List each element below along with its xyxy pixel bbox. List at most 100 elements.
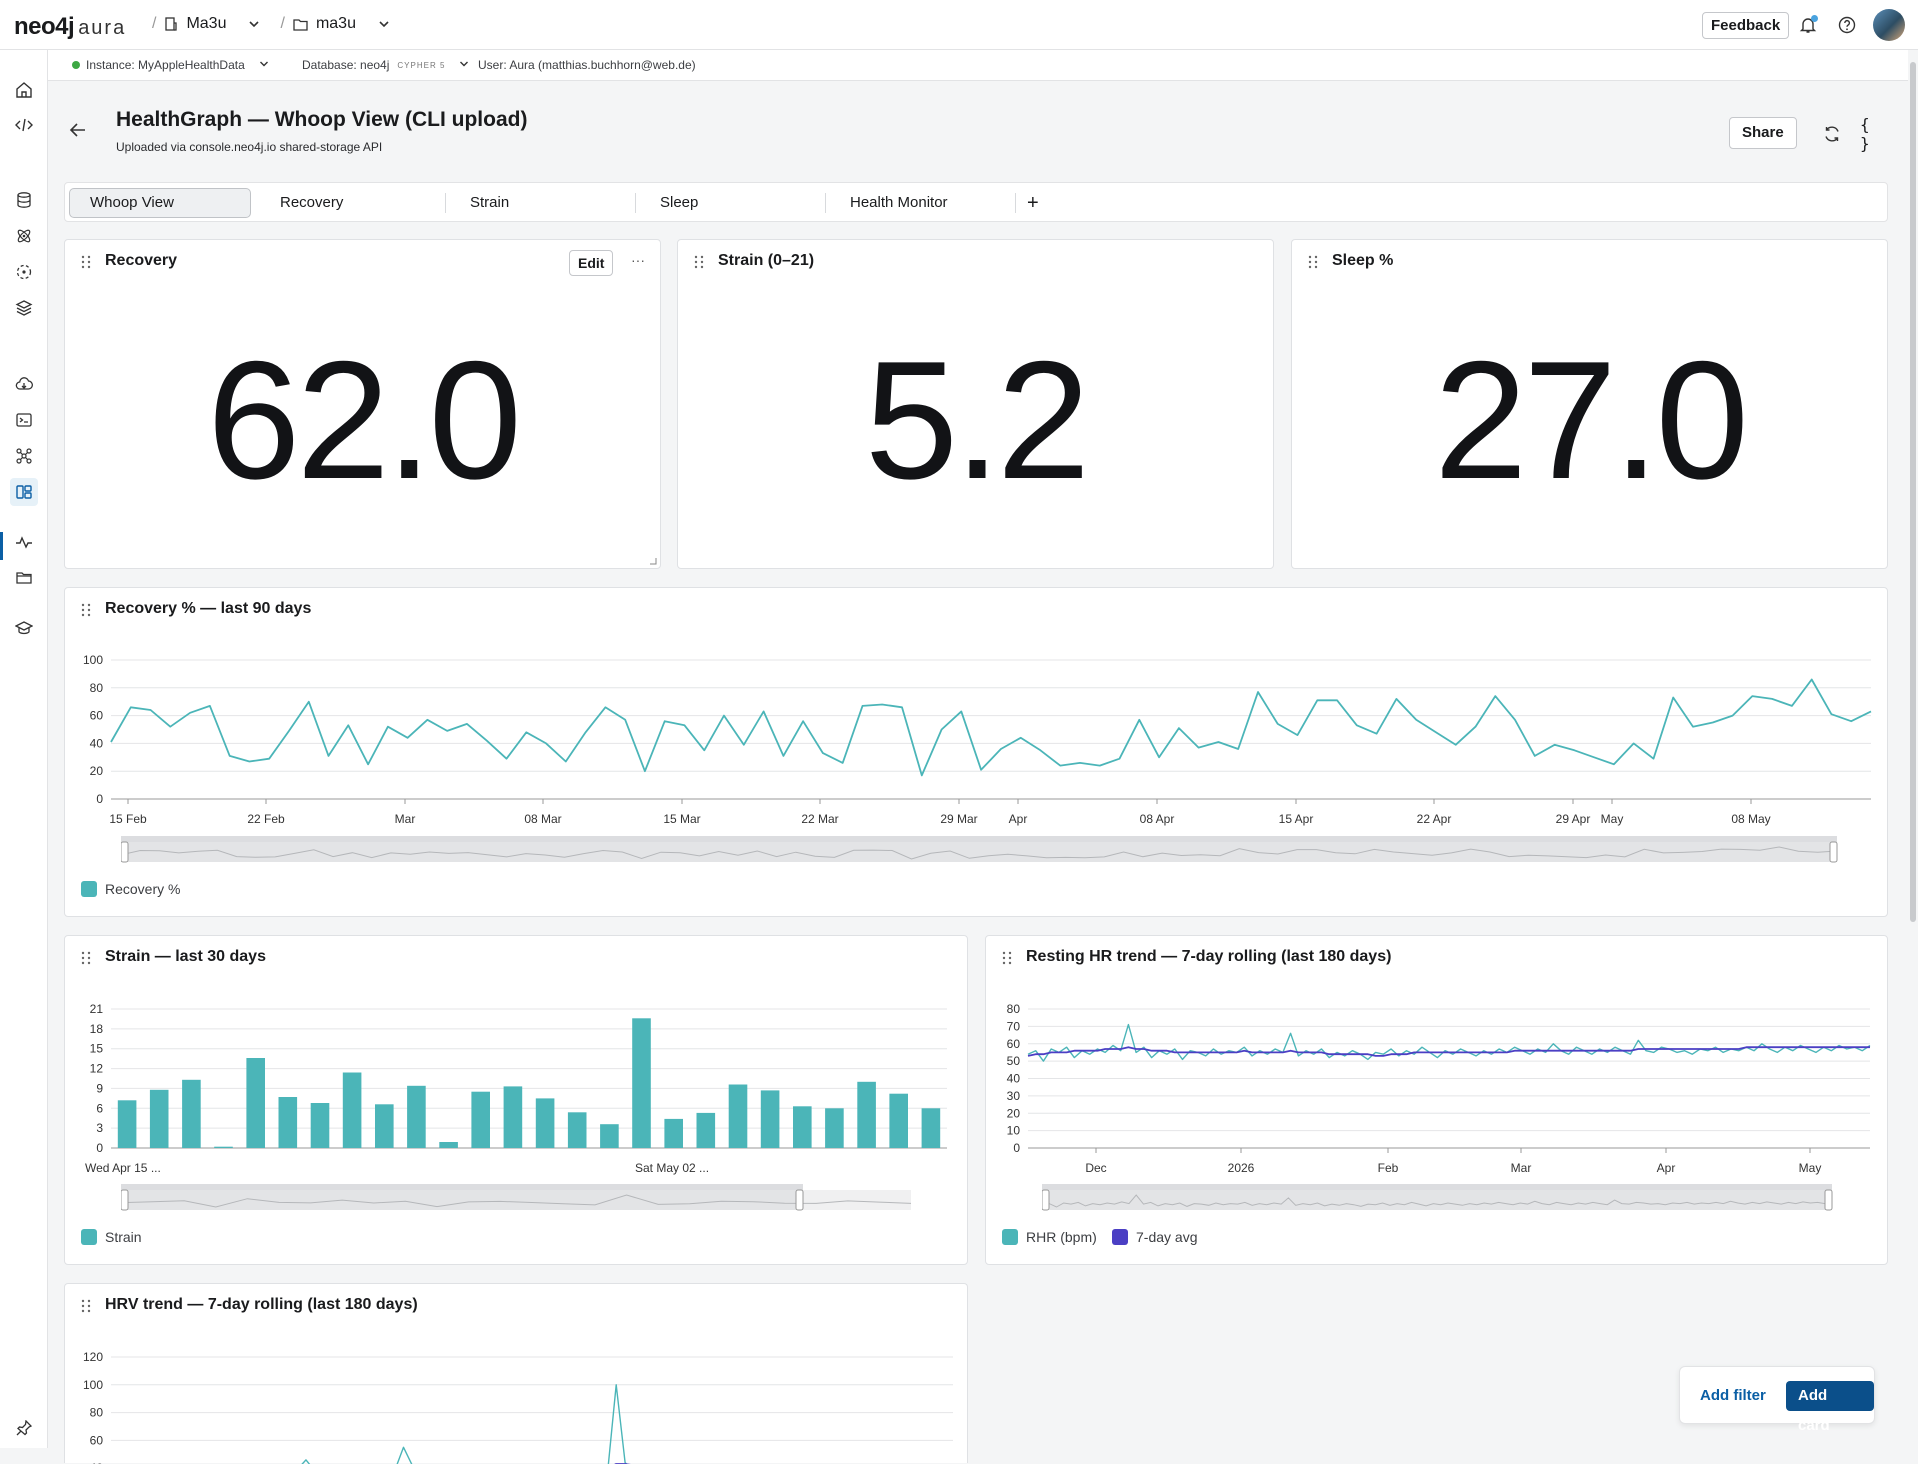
card-title: Sleep %: [1332, 252, 1394, 269]
dashboards-icon[interactable]: [10, 478, 38, 506]
chevron-down-icon[interactable]: [248, 18, 260, 30]
notification-dot: [1811, 15, 1818, 22]
tab-sleep[interactable]: Sleep: [660, 194, 699, 211]
bar: [214, 1146, 233, 1148]
edit-button[interactable]: Edit: [569, 250, 614, 276]
avatar[interactable]: [1873, 9, 1905, 41]
project-selector[interactable]: ma3u: [315, 15, 356, 32]
instance-selector[interactable]: Instance: MyAppleHealthData: [72, 58, 269, 72]
x-tick-label: 08 Apr: [1140, 812, 1175, 826]
cloud-import-icon[interactable]: [10, 370, 38, 398]
scrollbar-thumb[interactable]: [1910, 62, 1916, 922]
bar: [728, 1084, 748, 1148]
share-button[interactable]: Share: [1729, 117, 1797, 149]
bell-icon[interactable]: [1796, 13, 1820, 37]
drag-handle-icon[interactable]: [1308, 255, 1318, 269]
explore-graph-icon[interactable]: [10, 442, 38, 470]
x-tick-label: 15 Mar: [663, 812, 700, 826]
atom-icon[interactable]: [10, 222, 38, 250]
tab-bar: Whoop View Recovery Strain Sleep Health …: [64, 182, 1888, 222]
y-tick-label: 100: [83, 1378, 103, 1392]
zoom-slider[interactable]: [121, 1180, 921, 1212]
rhr-line-chart[interactable]: 0 10 20 30 40 50 60 70 80 Dec 2026Jan Feb Mar Apr May: [986, 976, 1889, 1176]
hrv-line-chart[interactable]: 20406080100120: [65, 1324, 969, 1464]
resize-handle-icon[interactable]: [649, 557, 657, 565]
org-selector[interactable]: Ma3u: [186, 15, 227, 32]
x-tick-label: Jan: [1231, 1174, 1250, 1176]
code-icon[interactable]: [10, 111, 38, 139]
legend-item[interactable]: RHR (bpm): [1002, 1229, 1097, 1245]
help-icon[interactable]: [1835, 13, 1859, 37]
drag-handle-icon[interactable]: [694, 255, 704, 269]
tab-whoop-view[interactable]: Whoop View: [69, 188, 251, 218]
sleep-card: Sleep % 27.0: [1291, 239, 1888, 569]
bar: [439, 1142, 458, 1148]
bar: [375, 1104, 394, 1148]
y-tick-label: 80: [1007, 1002, 1021, 1016]
bar: [632, 1018, 651, 1148]
y-tick-label: 15: [90, 1042, 104, 1056]
legend-item[interactable]: Recovery %: [81, 881, 180, 897]
status-dot: [72, 61, 80, 69]
drag-handle-icon[interactable]: [81, 1299, 91, 1313]
legend-item[interactable]: 7-day avg: [1112, 1229, 1197, 1245]
series-line-hrv: [301, 1384, 628, 1464]
zoom-preview-line: [1042, 1194, 1833, 1208]
drag-handle-icon[interactable]: [81, 255, 91, 269]
x-tick-label: 2026: [1228, 1161, 1255, 1175]
zoom-slider[interactable]: [1042, 1180, 1842, 1212]
add-tab-icon[interactable]: +: [1027, 192, 1039, 214]
pin-icon[interactable]: [10, 1414, 38, 1442]
learn-icon[interactable]: [10, 614, 38, 642]
feedback-button[interactable]: Feedback: [1702, 12, 1790, 39]
tab-divider: [825, 193, 826, 213]
terminal-icon[interactable]: [10, 406, 38, 434]
y-tick-label: 10: [1007, 1124, 1021, 1138]
chevron-down-icon[interactable]: [378, 18, 390, 30]
bar: [342, 1072, 362, 1148]
folder-icon[interactable]: [10, 564, 38, 592]
database-selector[interactable]: Database: neo4j CYPHER 5: [302, 58, 469, 72]
tab-recovery[interactable]: Recovery: [280, 194, 344, 211]
bar: [535, 1098, 555, 1148]
bar: [503, 1086, 523, 1148]
legend-swatch: [81, 1229, 97, 1245]
legend-swatch: [1112, 1229, 1128, 1245]
json-braces-icon[interactable]: { }: [1860, 115, 1870, 153]
y-tick-label: 3: [96, 1121, 103, 1135]
y-tick-label: 20: [90, 764, 104, 778]
graph-data-science-icon[interactable]: [10, 258, 38, 286]
add-card-button[interactable]: Add card: [1786, 1381, 1874, 1434]
x-tick-label: 29 Apr: [1556, 812, 1591, 826]
y-tick-label: 0: [96, 792, 103, 806]
x-tick-label: 22 Feb: [247, 812, 285, 826]
zoom-slider[interactable]: [121, 832, 1911, 864]
scrollbar[interactable]: [1908, 50, 1918, 1448]
x-tick-label: May: [1601, 812, 1624, 826]
neo4j-aura-logo[interactable]: neo4j aura: [14, 13, 127, 40]
home-icon[interactable]: [10, 76, 38, 104]
y-tick-label: 60: [90, 709, 104, 723]
layers-icon[interactable]: [10, 294, 38, 322]
drag-handle-icon[interactable]: [81, 951, 91, 965]
card-title: Resting HR trend — 7-day rolling (last 1…: [1026, 948, 1392, 965]
database-icon[interactable]: [10, 186, 38, 214]
y-tick-label: 40: [90, 736, 104, 750]
strain-bar-chart[interactable]: 0 3 6 9 12 15 18 21 Wed Apr 15 ... Sat May 02 ...: [65, 976, 969, 1176]
refresh-icon[interactable]: [1819, 121, 1845, 147]
back-arrow-icon[interactable]: [68, 120, 88, 145]
y-tick-label: 100: [83, 653, 103, 667]
bar: [567, 1112, 587, 1148]
add-filter-button[interactable]: Add filter: [1700, 1387, 1766, 1404]
drag-handle-icon[interactable]: [81, 603, 91, 617]
tab-strain[interactable]: Strain: [470, 194, 510, 211]
tab-health-monitor[interactable]: Health Monitor: [850, 194, 948, 211]
x-tick-label: 08 May: [1731, 812, 1770, 826]
recovery-line-chart[interactable]: 0 20 40 60 80 100 15 Feb 22 Feb Mar 08 Mar 15 Mar 2…: [65, 628, 1889, 828]
metrics-icon[interactable]: [10, 528, 38, 556]
y-tick-label: 80: [90, 1406, 104, 1420]
drag-handle-icon[interactable]: [1002, 951, 1012, 965]
bar: [471, 1091, 490, 1148]
legend-item[interactable]: Strain: [81, 1229, 142, 1245]
more-menu-icon[interactable]: ···: [631, 252, 645, 268]
